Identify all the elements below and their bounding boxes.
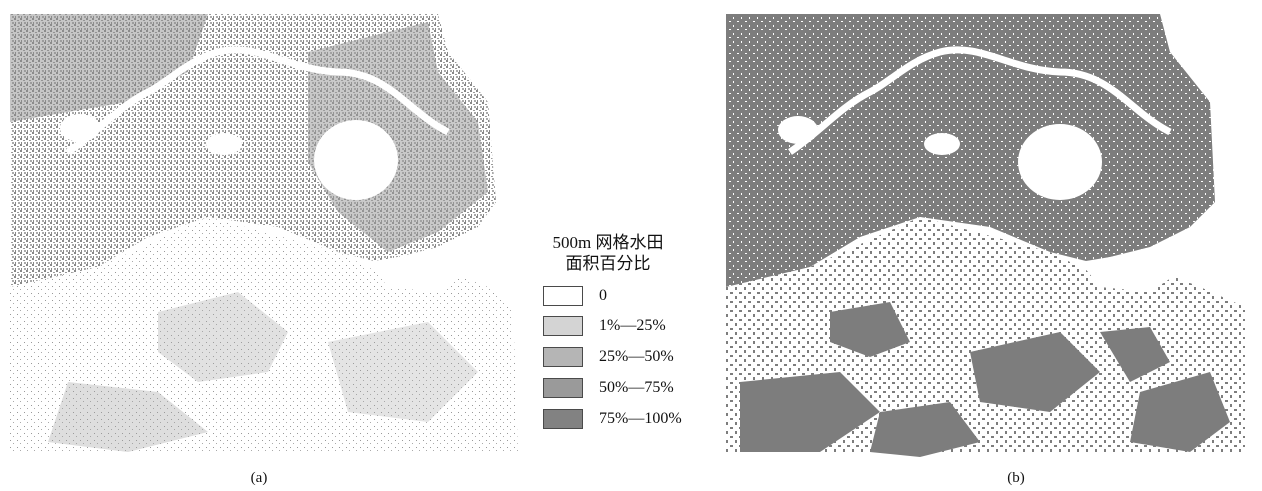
map-b-land [726,14,1245,457]
legend-swatch [543,347,583,367]
legend-title-line2: 面积百分比 [565,254,651,273]
legend-label: 25%—50% [599,348,674,365]
legend-item: 0 [543,286,718,306]
legend-swatch [543,378,583,398]
paddy-map-a [10,14,518,452]
legend-item: 1%—25% [543,316,718,336]
legend-swatch [543,316,583,336]
legend-title-line1: 500m 网格水田 [552,233,664,252]
legend-label: 50%—75% [599,379,674,396]
legend-item: 50%—75% [543,378,718,398]
caption-a: (a) [250,470,268,486]
legend-label: 1%—25% [599,317,666,334]
legend-label: 75%—100% [599,410,682,427]
legend-title: 500m 网格水田 面积百分比 [543,232,673,274]
map-a-land [10,14,518,452]
legend-swatch [543,409,583,429]
map-panel-a [8,12,530,464]
caption-b: (b) [1007,470,1025,486]
legend: 500m 网格水田 面积百分比 0 1%—25% 25%—50% 50%—75%… [543,232,718,440]
legend-swatch [543,286,583,306]
legend-item: 75%—100% [543,409,718,429]
legend-items: 0 1%—25% 25%—50% 50%—75% 75%—100% [543,286,718,429]
legend-label: 0 [599,287,607,304]
paddy-map-b [726,14,1245,457]
map-panel-b [720,12,1250,460]
legend-item: 25%—50% [543,347,718,367]
